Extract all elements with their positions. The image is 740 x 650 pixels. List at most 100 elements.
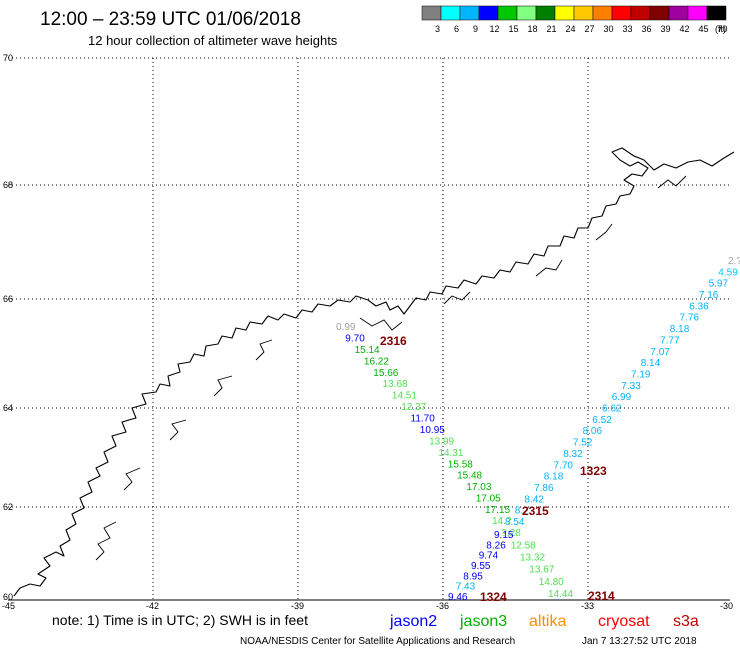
satellite-legend: jason2 jason3 altika cryosat s3a [389, 613, 699, 630]
lon-label-42: -42 [146, 601, 159, 611]
legend-altika: altika [529, 613, 566, 630]
coastline-fjord-detail [95, 175, 687, 561]
wave-height-label: 8.18 [670, 324, 690, 335]
colorbar-unit: (ft) [715, 24, 726, 34]
wave-height-label: 8.95 [463, 571, 483, 582]
colorbar-swatch [459, 5, 480, 21]
wave-height-label: 2.? [728, 256, 740, 267]
wave-height-label: 9.15 [494, 530, 514, 541]
colorbar-swatch [687, 5, 708, 21]
footer-timestamp: Jan 7 13:27:52 UTC 2018 [582, 636, 697, 647]
colorbar-swatch [592, 5, 613, 21]
pass-label-2314: 2314 [588, 589, 615, 603]
colorbar-tick-label: 9 [473, 24, 478, 34]
longitude-labels: -45 -42 -39 -36 -33 -30 [2, 601, 733, 611]
colorbar-swatch [668, 5, 689, 21]
colorbar-tick-label: 15 [508, 24, 518, 34]
wave-height-label: 14.51 [392, 391, 417, 402]
wave-height-label: 8.42 [524, 494, 544, 505]
pass-label-2315: 2315 [522, 504, 549, 518]
wave-height-label: 17.03 [466, 482, 491, 493]
colorbar-swatch [706, 5, 727, 21]
pass-label-1323: 1323 [580, 464, 607, 478]
colorbar-tick-label: 33 [622, 24, 632, 34]
wave-height-label: 6.99 [612, 392, 632, 403]
wave-height-label: 9.70 [345, 333, 365, 344]
colorbar-swatch [440, 5, 461, 21]
wave-height-label: 16.22 [364, 356, 389, 367]
lat-label-70: 70 [3, 53, 13, 63]
wave-height-label: 8.32 [563, 449, 583, 460]
wave-height-label: 7.33 [621, 381, 641, 392]
colorbar-tick-label: 3 [435, 24, 440, 34]
wave-height-label: 7.07 [650, 347, 670, 358]
wave-height-label: 6.62 [602, 404, 622, 415]
wave-height-label: 8.26 [486, 540, 506, 551]
wave-height-label: 9.46 [448, 592, 468, 603]
wave-height-label: 5.97 [709, 279, 729, 290]
wave-height-label: 14.? [492, 516, 512, 527]
wave-height-label: 15.66 [373, 368, 398, 379]
colorbar-swatch [421, 5, 442, 21]
colorbar-tick-label: 21 [546, 24, 556, 34]
wave-height-label: 13.99 [429, 436, 454, 447]
wave-height-label: 7.76 [680, 313, 700, 324]
wave-height-label: 6.36 [689, 301, 709, 312]
wave-height-label: 17.05 [476, 494, 501, 505]
wave-height-label: 7.77 [660, 335, 680, 346]
lat-label-62: 62 [3, 502, 13, 512]
wave-height-label: 17.15 [485, 505, 510, 516]
lat-label-68: 68 [3, 180, 13, 190]
colorbar-swatch [630, 5, 651, 21]
footer-source: NOAA/NESDIS Center for Satellite Applica… [240, 636, 515, 647]
wave-height-label: 9.55 [471, 561, 491, 572]
colorbar-tick-label: 27 [584, 24, 594, 34]
wave-height-label: 6.52 [592, 415, 612, 426]
colorbar-tick-label: 6 [454, 24, 459, 34]
colorbar-tick-label: 39 [660, 24, 670, 34]
map-frame [8, 57, 730, 601]
lat-label-66: 66 [3, 294, 13, 304]
colorbar-tick-label: 45 [698, 24, 708, 34]
legend-s3a: s3a [673, 613, 699, 630]
lon-label-30: -30 [720, 601, 733, 611]
greenland-coastline [13, 147, 735, 597]
latitude-labels: 70 68 66 64 62 60 [3, 53, 13, 602]
pass-label-2316: 2316 [380, 334, 407, 348]
wave-height-label: 8.14 [641, 358, 661, 369]
wave-height-label: 7.19 [631, 370, 651, 381]
lat-label-64: 64 [3, 403, 13, 413]
color-scale-legend: 3 6 9 12 15 18 21 24 27 30 33 36 39 42 45 70(ft) [421, 5, 728, 34]
colorbar-tick-label: 18 [527, 24, 537, 34]
colorbar-swatch [516, 5, 537, 21]
wave-height-label: 7.70 [554, 460, 574, 471]
wave-height-label: 8.? [515, 506, 529, 517]
wave-height-label: 12.58 [511, 540, 536, 551]
colorbar-tick-label: 42 [679, 24, 689, 34]
wave-height-label: 7.86 [534, 483, 554, 494]
colorbar-tick-label: 36 [641, 24, 651, 34]
colorbar-swatch [497, 5, 518, 21]
colorbar-swatch [573, 5, 594, 21]
wave-height-label: 14.80 [539, 577, 564, 588]
colorbar-swatch [478, 5, 499, 21]
wave-height-label: 7.16 [699, 290, 719, 301]
lon-label-36: -36 [436, 601, 449, 611]
wave-height-label: 15.58 [448, 459, 473, 470]
wave-height-label: 0.99 [336, 322, 356, 333]
pass-label-1324: 1324 [480, 590, 507, 604]
wave-height-label: 4.59 [718, 267, 738, 278]
map-title: 12:00 – 23:59 UTC 01/06/2018 [40, 9, 301, 30]
wave-height-label: 8.18 [544, 472, 564, 483]
wave-height-label: 8.54 [505, 517, 525, 528]
wave-height-label: 7.43 [456, 582, 476, 593]
legend-cryosat: cryosat [598, 613, 650, 630]
legend-jason2: jason2 [389, 613, 437, 630]
wave-height-label: 13.32 [520, 553, 545, 564]
wave-height-label: 14.44 [548, 589, 573, 600]
colorbar-swatch [611, 5, 632, 21]
units-note: note: 1) Time is in UTC; 2) SWH is in fe… [52, 612, 308, 628]
wave-height-label: 13.68 [383, 379, 408, 390]
wave-height-label: 15.48 [457, 471, 482, 482]
wave-height-label: 14.31 [438, 448, 463, 459]
